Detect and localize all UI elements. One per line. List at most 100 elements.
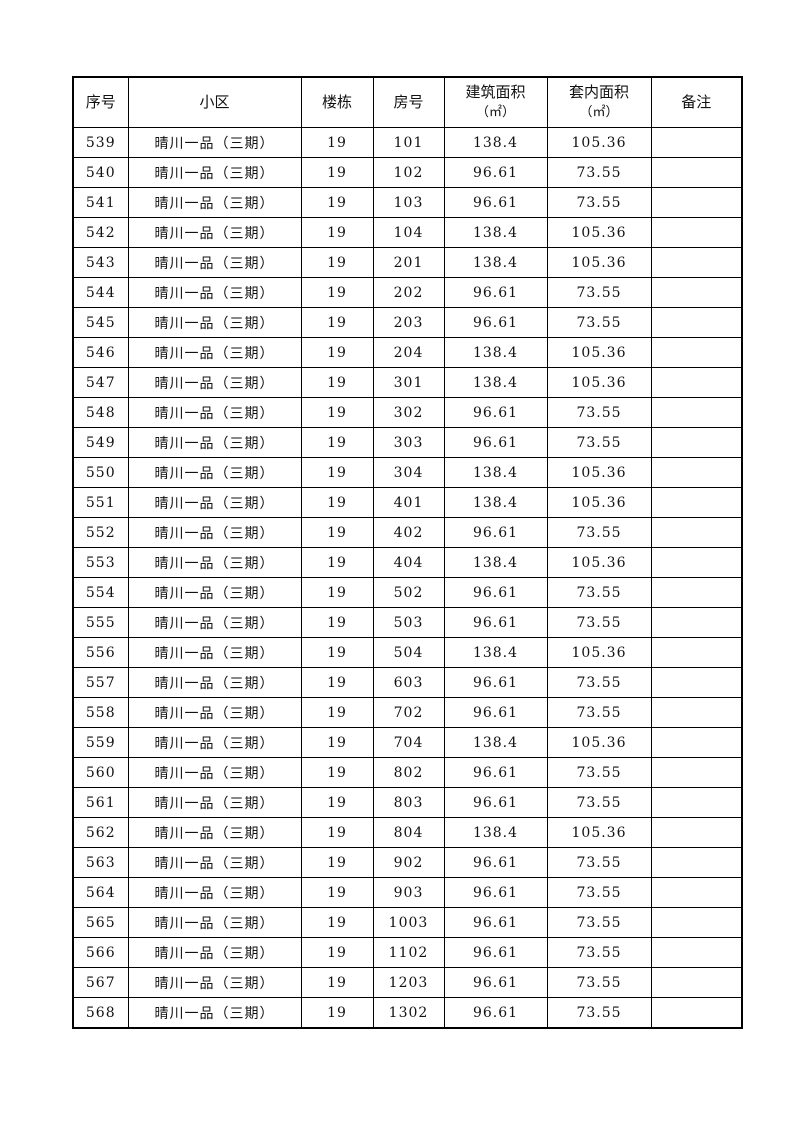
table-row: 541 晴川一品（三期） 19 103 96.61 73.55 <box>72 187 743 218</box>
table-row: 565 晴川一品（三期） 19 1003 96.61 73.55 <box>72 907 743 938</box>
table-row: 544 晴川一品（三期） 19 202 96.61 73.55 <box>72 277 743 308</box>
cell-inner-area: 73.55 <box>546 427 652 458</box>
cell-building-area: 96.61 <box>443 307 548 338</box>
cell-inner-area: 73.55 <box>546 577 652 608</box>
cell-remarks <box>650 967 743 998</box>
cell-remarks <box>650 847 743 878</box>
cell-building: 19 <box>300 547 374 578</box>
table-row: 551 晴川一品（三期） 19 401 138.4 105.36 <box>72 487 743 518</box>
cell-remarks <box>650 757 743 788</box>
cell-serial: 557 <box>72 667 129 698</box>
cell-community: 晴川一品（三期） <box>127 337 302 368</box>
table-row: 561 晴川一品（三期） 19 803 96.61 73.55 <box>72 787 743 818</box>
cell-inner-area: 105.36 <box>546 217 652 248</box>
cell-community: 晴川一品（三期） <box>127 787 302 818</box>
cell-remarks <box>650 547 743 578</box>
cell-building: 19 <box>300 907 374 938</box>
cell-room: 803 <box>372 787 445 818</box>
cell-room: 303 <box>372 427 445 458</box>
cell-building-area: 96.61 <box>443 667 548 698</box>
cell-serial: 541 <box>72 187 129 218</box>
cell-remarks <box>650 427 743 458</box>
header-label: 建筑面积 <box>465 83 526 101</box>
cell-room: 104 <box>372 217 445 248</box>
cell-building: 19 <box>300 157 374 188</box>
cell-serial: 549 <box>72 427 129 458</box>
cell-room: 903 <box>372 877 445 908</box>
cell-room: 304 <box>372 457 445 488</box>
cell-serial: 543 <box>72 247 129 278</box>
cell-serial: 554 <box>72 577 129 608</box>
cell-building-area: 96.61 <box>443 277 548 308</box>
cell-building-area: 138.4 <box>443 337 548 368</box>
cell-room: 1203 <box>372 967 445 998</box>
cell-room: 203 <box>372 307 445 338</box>
cell-building: 19 <box>300 397 374 428</box>
cell-serial: 567 <box>72 967 129 998</box>
header-building: 楼栋 <box>300 76 374 128</box>
cell-building-area: 96.61 <box>443 427 548 458</box>
cell-serial: 545 <box>72 307 129 338</box>
cell-community: 晴川一品（三期） <box>127 757 302 788</box>
cell-building-area: 138.4 <box>443 247 548 278</box>
cell-inner-area: 73.55 <box>546 697 652 728</box>
table-row: 552 晴川一品（三期） 19 402 96.61 73.55 <box>72 517 743 548</box>
cell-building: 19 <box>300 997 374 1029</box>
cell-serial: 539 <box>72 127 129 158</box>
table-row: 542 晴川一品（三期） 19 104 138.4 105.36 <box>72 217 743 248</box>
cell-building-area: 138.4 <box>443 637 548 668</box>
cell-inner-area: 73.55 <box>546 397 652 428</box>
header-remarks: 备注 <box>650 76 743 128</box>
cell-remarks <box>650 247 743 278</box>
cell-room: 1102 <box>372 937 445 968</box>
cell-inner-area: 73.55 <box>546 997 652 1029</box>
header-inner-area: 套内面积 （㎡） <box>546 76 652 128</box>
cell-room: 202 <box>372 277 445 308</box>
cell-building-area: 138.4 <box>443 457 548 488</box>
table-row: 547 晴川一品（三期） 19 301 138.4 105.36 <box>72 367 743 398</box>
cell-building: 19 <box>300 967 374 998</box>
cell-community: 晴川一品（三期） <box>127 427 302 458</box>
cell-room: 704 <box>372 727 445 758</box>
cell-serial: 546 <box>72 337 129 368</box>
cell-community: 晴川一品（三期） <box>127 127 302 158</box>
cell-community: 晴川一品（三期） <box>127 877 302 908</box>
cell-community: 晴川一品（三期） <box>127 187 302 218</box>
cell-building-area: 96.61 <box>443 877 548 908</box>
cell-building-area: 96.61 <box>443 787 548 818</box>
table-row: 559 晴川一品（三期） 19 704 138.4 105.36 <box>72 727 743 758</box>
cell-community: 晴川一品（三期） <box>127 907 302 938</box>
cell-building: 19 <box>300 817 374 848</box>
cell-remarks <box>650 817 743 848</box>
cell-remarks <box>650 637 743 668</box>
cell-building-area: 96.61 <box>443 517 548 548</box>
cell-building: 19 <box>300 937 374 968</box>
cell-building-area: 138.4 <box>443 547 548 578</box>
cell-remarks <box>650 457 743 488</box>
cell-serial: 555 <box>72 607 129 638</box>
cell-room: 504 <box>372 637 445 668</box>
header-unit: （㎡） <box>579 105 619 120</box>
table-row: 545 晴川一品（三期） 19 203 96.61 73.55 <box>72 307 743 338</box>
cell-serial: 552 <box>72 517 129 548</box>
cell-inner-area: 105.36 <box>546 727 652 758</box>
cell-inner-area: 73.55 <box>546 187 652 218</box>
cell-building: 19 <box>300 607 374 638</box>
cell-community: 晴川一品（三期） <box>127 997 302 1029</box>
table-row: 554 晴川一品（三期） 19 502 96.61 73.55 <box>72 577 743 608</box>
table-row: 557 晴川一品（三期） 19 603 96.61 73.55 <box>72 667 743 698</box>
cell-inner-area: 73.55 <box>546 937 652 968</box>
cell-room: 1003 <box>372 907 445 938</box>
cell-inner-area: 105.36 <box>546 127 652 158</box>
cell-community: 晴川一品（三期） <box>127 817 302 848</box>
cell-community: 晴川一品（三期） <box>127 547 302 578</box>
header-row: 序号 小区 楼栋 房号 建筑面积 （㎡） 套内面积 （㎡） 备注 <box>72 76 743 128</box>
cell-building: 19 <box>300 517 374 548</box>
header-label: 小区 <box>199 93 230 111</box>
cell-building: 19 <box>300 247 374 278</box>
cell-building: 19 <box>300 697 374 728</box>
cell-serial: 568 <box>72 997 129 1029</box>
header-unit: （㎡） <box>475 105 515 120</box>
cell-building-area: 96.61 <box>443 397 548 428</box>
cell-building: 19 <box>300 367 374 398</box>
